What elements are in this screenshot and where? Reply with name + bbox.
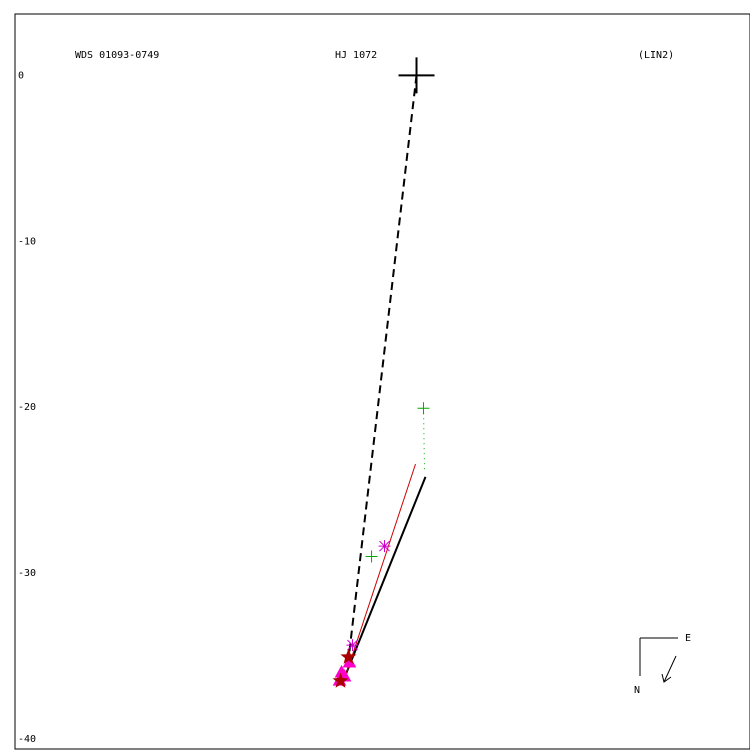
plot-frame <box>14 13 750 750</box>
wds-id: WDS 01093-0749 <box>75 50 159 61</box>
orbit-line <box>347 75 418 660</box>
chart-title: HJ 1072 <box>335 50 377 61</box>
compass-north: N <box>634 685 640 696</box>
compass-arrow-head <box>661 673 672 683</box>
orbit-line <box>423 408 425 471</box>
y-tick-label: -30 <box>18 568 36 579</box>
y-tick-label: -20 <box>18 402 36 413</box>
point-star <box>340 648 357 664</box>
orbit-line <box>345 463 416 677</box>
point-plus <box>417 402 430 415</box>
compass-arrow <box>663 655 677 683</box>
point-plus <box>365 550 378 563</box>
y-tick-label: 0 <box>18 70 24 81</box>
point-asterisk <box>346 639 359 652</box>
y-tick-label: -40 <box>18 734 36 745</box>
point-big-plus <box>398 57 435 94</box>
note: (LIN2) <box>638 50 674 61</box>
orbit-line <box>342 476 427 681</box>
point-star <box>332 672 349 688</box>
compass: E N <box>634 633 691 696</box>
y-tick-label: -10 <box>18 236 36 247</box>
point-asterisk <box>378 540 391 553</box>
compass-east: E <box>685 633 691 644</box>
